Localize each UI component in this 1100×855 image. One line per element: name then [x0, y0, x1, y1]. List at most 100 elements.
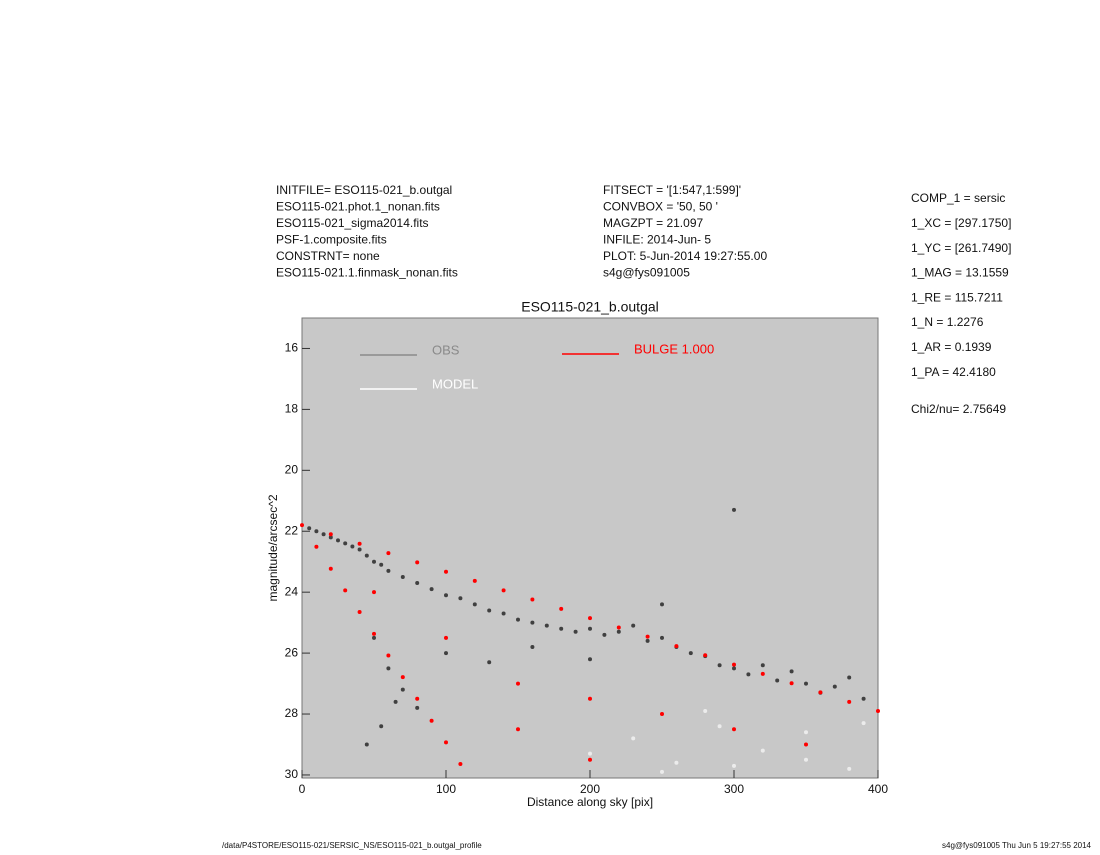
point	[616, 629, 621, 634]
point	[616, 625, 621, 630]
point	[350, 544, 355, 549]
point	[321, 532, 326, 537]
point	[328, 566, 333, 571]
point	[573, 629, 578, 634]
x-tick-label: 0	[299, 782, 306, 796]
point	[760, 663, 765, 668]
point	[530, 597, 535, 602]
point	[379, 562, 384, 567]
point	[818, 690, 823, 695]
header-middle: FITSECT = '[1:547,1:599]'	[603, 183, 741, 197]
y-tick-label: 24	[285, 584, 299, 598]
point	[804, 681, 808, 686]
point	[328, 535, 333, 540]
point	[487, 660, 492, 665]
point	[415, 581, 420, 586]
point	[343, 588, 348, 593]
point	[703, 653, 708, 658]
x-tick-label: 300	[724, 782, 744, 796]
point	[372, 635, 376, 640]
point	[876, 708, 880, 713]
point	[588, 616, 592, 621]
header-left: CONSTRNT= none	[276, 249, 380, 263]
point	[559, 626, 564, 631]
point	[847, 675, 852, 680]
point	[516, 727, 520, 732]
point	[364, 553, 369, 558]
x-tick-label: 100	[436, 782, 456, 796]
point	[674, 644, 679, 649]
legend-label: BULGE 1.000	[634, 341, 714, 356]
point	[660, 602, 664, 607]
point	[645, 634, 650, 639]
y-tick-label: 18	[285, 402, 299, 416]
y-axis-label: magnitude/arcsec^2	[266, 494, 280, 601]
header-right: 1_AR = 0.1939	[911, 340, 992, 354]
y-tick-label: 20	[285, 462, 299, 476]
y-tick-label: 28	[285, 706, 299, 720]
point	[530, 620, 535, 625]
point	[760, 748, 765, 753]
point	[588, 626, 592, 631]
point	[588, 751, 592, 756]
point	[588, 757, 592, 762]
point	[804, 730, 808, 735]
y-tick-label: 22	[285, 523, 299, 537]
point	[847, 766, 852, 771]
point	[861, 721, 866, 726]
header-right: 1_PA = 42.4180	[911, 365, 996, 379]
y-tick-label: 26	[285, 645, 299, 659]
point	[400, 675, 405, 680]
point	[357, 609, 362, 614]
plot-area	[301, 317, 879, 779]
header-right: 1_XC = [297.1750]	[911, 216, 1011, 230]
point	[472, 602, 477, 607]
point	[501, 611, 506, 616]
point	[746, 672, 751, 677]
point	[386, 568, 391, 573]
point	[732, 666, 736, 671]
point	[472, 578, 477, 583]
header-left: ESO115-021.1.finmask_nonan.fits	[276, 266, 458, 280]
point	[732, 662, 736, 667]
point	[501, 588, 506, 593]
point	[717, 663, 722, 668]
point	[379, 724, 384, 729]
point	[415, 560, 420, 565]
point	[804, 742, 808, 747]
point	[307, 526, 312, 531]
point	[336, 538, 340, 543]
point	[372, 631, 376, 636]
point	[357, 547, 362, 552]
header-middle: PLOT: 5-Jun-2014 19:27:55.00	[603, 249, 767, 263]
point	[717, 724, 722, 729]
header-left: ESO115-021.phot.1_nonan.fits	[276, 200, 440, 214]
point	[415, 705, 420, 710]
point	[364, 742, 369, 747]
header-right: 1_YC = [261.7490]	[911, 241, 1011, 255]
legend-label: OBS	[432, 342, 460, 357]
point	[357, 541, 362, 546]
point	[631, 623, 636, 628]
point	[314, 544, 319, 549]
point	[487, 608, 492, 613]
point	[789, 681, 794, 686]
point	[386, 666, 391, 671]
header-middle: s4g@fys091005	[603, 266, 690, 280]
point	[660, 635, 664, 640]
point	[400, 574, 405, 579]
footer-right: s4g@fys091005 Thu Jun 5 19:27:55 2014	[942, 841, 1092, 850]
point	[645, 638, 650, 643]
point	[688, 651, 693, 656]
point	[400, 687, 405, 692]
point	[861, 696, 866, 701]
point	[789, 669, 794, 674]
point	[444, 569, 448, 574]
point	[530, 645, 535, 650]
point	[732, 727, 736, 732]
point	[588, 696, 592, 701]
point	[847, 699, 852, 704]
point	[458, 596, 463, 601]
point	[832, 684, 837, 689]
point	[444, 740, 448, 745]
